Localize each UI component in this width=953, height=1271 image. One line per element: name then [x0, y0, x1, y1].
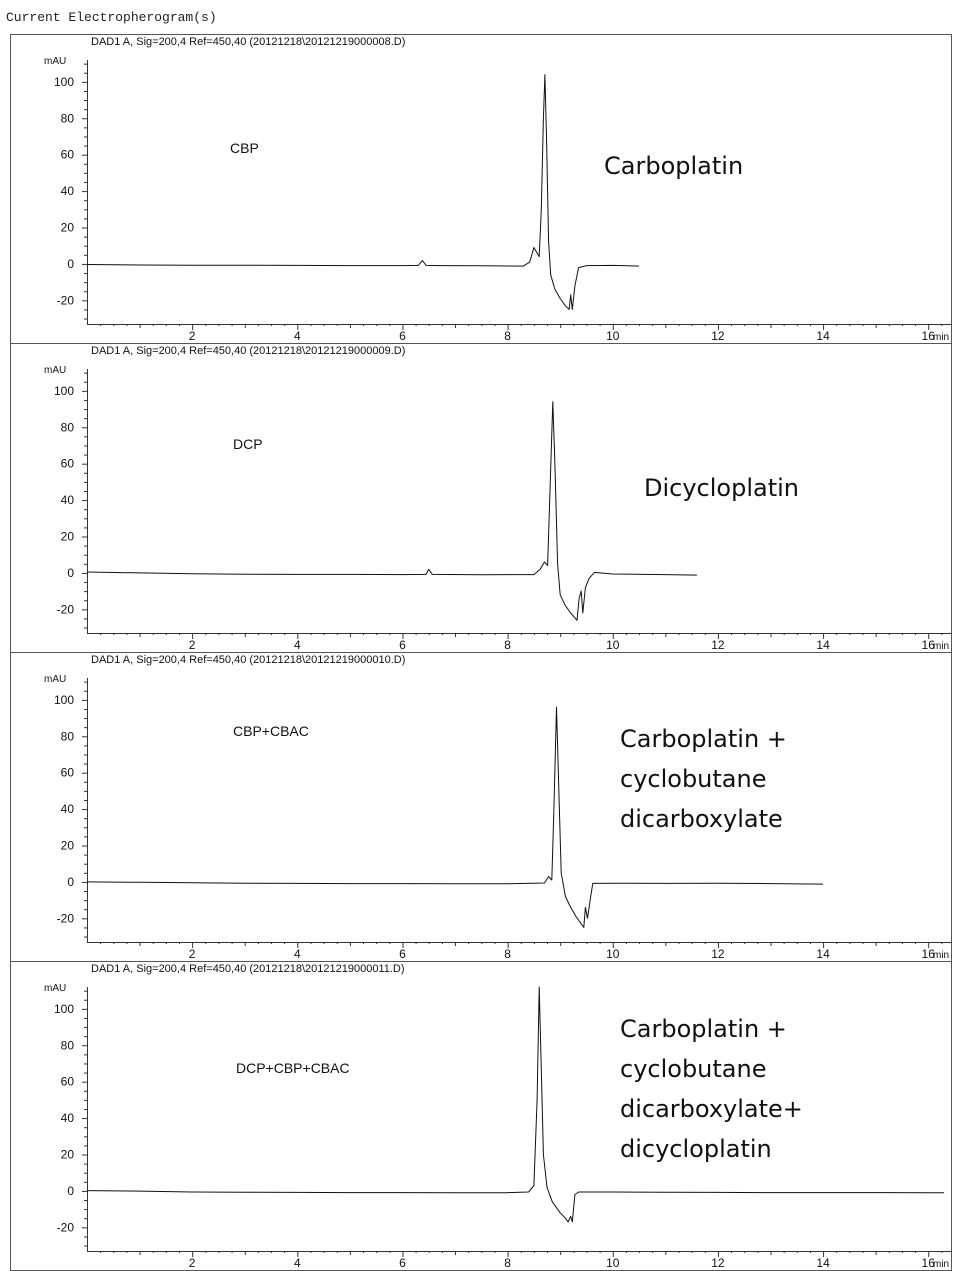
x-tick-label: 16 — [922, 947, 936, 961]
x-tick-label: 4 — [294, 638, 301, 652]
x-tick-label: 10 — [606, 638, 620, 652]
x-axis-label: min — [933, 641, 949, 652]
chart-title: DAD1 A, Sig=200,4 Ref=450,40 (20121218\2… — [91, 654, 405, 666]
x-tick-label: 12 — [711, 1256, 725, 1270]
y-tick-label: 20 — [61, 1148, 75, 1162]
y-tick-label: 60 — [61, 1075, 75, 1089]
annotation-text: Carboplatin + — [620, 1015, 787, 1043]
sample-label: DCP — [233, 436, 263, 452]
annotation-text: dicarboxylate — [620, 805, 783, 833]
trace-line — [86, 706, 824, 928]
x-tick-label: 16 — [922, 638, 936, 652]
x-tick-label: 8 — [504, 947, 511, 961]
sample-label: CBP — [230, 140, 259, 156]
x-tick-label: 16 — [922, 329, 936, 343]
chart-title: DAD1 A, Sig=200,4 Ref=450,40 (20121218\2… — [91, 963, 405, 975]
y-tick-label: 80 — [61, 1038, 75, 1052]
y-tick-label: 100 — [54, 1002, 74, 1016]
y-tick-label: 40 — [61, 802, 75, 816]
annotation-text: dicarboxylate+ — [620, 1095, 803, 1123]
x-tick-label: 12 — [711, 947, 725, 961]
y-axis-label: mAU — [44, 365, 66, 376]
y-tick-label: -20 — [57, 911, 75, 925]
y-tick-label: 0 — [67, 1184, 74, 1198]
chart-panel-2: DAD1 A, Sig=200,4 Ref=450,40 (20121218\2… — [10, 343, 952, 653]
annotation-text: cyclobutane — [620, 765, 766, 793]
y-tick-label: 100 — [54, 693, 74, 707]
y-tick-label: -20 — [57, 293, 75, 307]
sample-label: DCP+CBP+CBAC — [236, 1060, 350, 1076]
y-tick-label: 60 — [61, 766, 75, 780]
annotation-text: cyclobutane — [620, 1055, 766, 1083]
x-tick-label: 10 — [606, 1256, 620, 1270]
y-tick-label: 80 — [61, 111, 75, 125]
x-tick-label: 6 — [399, 638, 406, 652]
x-tick-label: 8 — [504, 329, 511, 343]
y-tick-label: 40 — [61, 184, 75, 198]
y-tick-label: 20 — [61, 839, 75, 853]
y-tick-label: 40 — [61, 1111, 75, 1125]
panel-frame — [10, 34, 952, 344]
chart-panel-1: DAD1 A, Sig=200,4 Ref=450,40 (20121218\2… — [10, 34, 952, 344]
y-tick-label: -20 — [57, 602, 75, 616]
y-tick-label: 60 — [61, 148, 75, 162]
y-tick-label: 100 — [54, 384, 74, 398]
y-tick-label: 0 — [67, 875, 74, 889]
trace-line — [86, 401, 697, 621]
y-tick-label: 80 — [61, 729, 75, 743]
x-tick-label: 6 — [399, 947, 406, 961]
y-tick-label: 40 — [61, 493, 75, 507]
x-tick-label: 10 — [606, 947, 620, 961]
y-tick-label: 80 — [61, 420, 75, 434]
annotation-text: dicycloplatin — [620, 1135, 772, 1163]
x-tick-label: 4 — [294, 947, 301, 961]
x-tick-label: 8 — [504, 1256, 511, 1270]
x-tick-label: 2 — [189, 329, 196, 343]
x-tick-label: 2 — [189, 1256, 196, 1270]
x-tick-label: 14 — [816, 329, 830, 343]
x-tick-label: 4 — [294, 329, 301, 343]
y-axis-label: mAU — [44, 983, 66, 994]
page-title: Current Electropherogram(s) — [6, 10, 217, 25]
x-tick-label: 6 — [399, 1256, 406, 1270]
panel-frame — [10, 652, 952, 962]
x-axis-label: min — [933, 1259, 949, 1270]
annotation-text: Carboplatin — [604, 152, 743, 180]
x-tick-label: 6 — [399, 329, 406, 343]
x-tick-label: 14 — [816, 1256, 830, 1270]
chart-panel-4: DAD1 A, Sig=200,4 Ref=450,40 (20121218\2… — [10, 961, 952, 1271]
x-axis-label: min — [933, 332, 949, 343]
chart-panel-3: DAD1 A, Sig=200,4 Ref=450,40 (20121218\2… — [10, 652, 952, 962]
y-tick-label: 100 — [54, 75, 74, 89]
x-tick-label: 14 — [816, 947, 830, 961]
x-tick-label: 16 — [922, 1256, 936, 1270]
y-tick-label: 20 — [61, 530, 75, 544]
y-axis-label: mAU — [44, 674, 66, 685]
y-axis-label: mAU — [44, 56, 66, 67]
x-tick-label: 4 — [294, 1256, 301, 1270]
chart-title: DAD1 A, Sig=200,4 Ref=450,40 (20121218\2… — [91, 36, 405, 48]
trace-line — [86, 986, 944, 1223]
sample-label: CBP+CBAC — [233, 723, 309, 739]
x-tick-label: 14 — [816, 638, 830, 652]
x-tick-label: 12 — [711, 329, 725, 343]
annotation-text: Dicycloplatin — [644, 474, 799, 502]
x-axis-label: min — [933, 950, 949, 961]
x-tick-label: 8 — [504, 638, 511, 652]
x-tick-label: 10 — [606, 329, 620, 343]
y-tick-label: -20 — [57, 1220, 75, 1234]
x-tick-label: 12 — [711, 638, 725, 652]
annotation-text: Carboplatin + — [620, 725, 787, 753]
x-tick-label: 2 — [189, 638, 196, 652]
y-tick-label: 0 — [67, 566, 74, 580]
trace-line — [86, 74, 640, 310]
x-tick-label: 2 — [189, 947, 196, 961]
panel-frame — [10, 961, 952, 1271]
y-tick-label: 20 — [61, 221, 75, 235]
y-tick-label: 0 — [67, 257, 74, 271]
panel-frame — [10, 343, 952, 653]
y-tick-label: 60 — [61, 457, 75, 471]
chart-title: DAD1 A, Sig=200,4 Ref=450,40 (20121218\2… — [91, 345, 405, 357]
